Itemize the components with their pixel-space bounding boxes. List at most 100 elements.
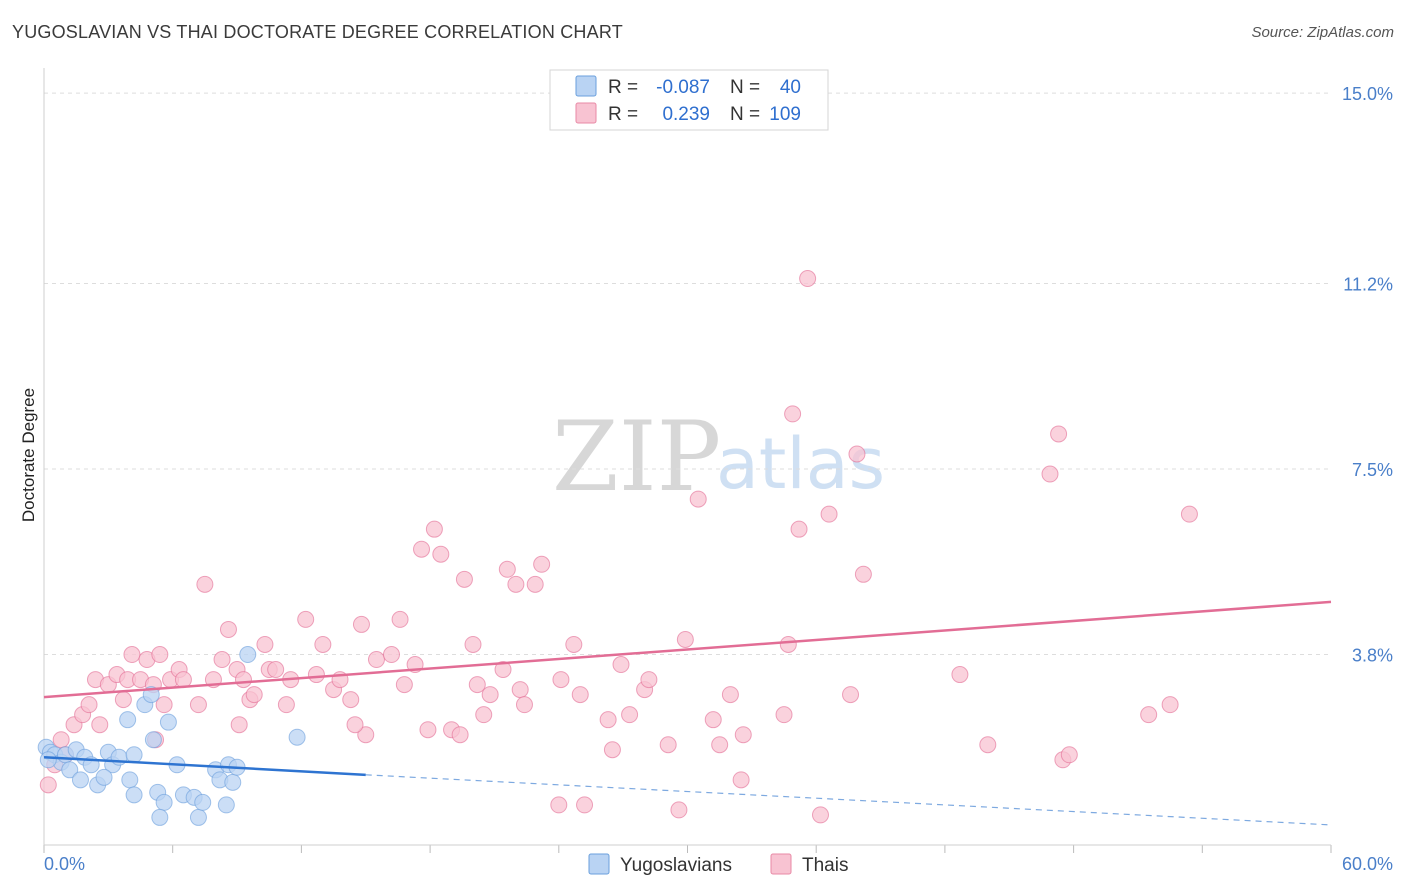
data-point-thai (951, 666, 969, 684)
data-point-thai (432, 545, 450, 563)
points-layer (37, 270, 1198, 826)
data-point-thai (612, 656, 630, 674)
legend-n-value-thais: 109 (769, 104, 801, 125)
data-point-thai (515, 696, 533, 714)
data-point-thai (640, 671, 658, 689)
data-point-thai (245, 686, 263, 704)
data-point-thai (367, 651, 385, 669)
data-point-yugoslavian (121, 771, 139, 789)
data-point-thai (464, 635, 482, 653)
data-point-thai (734, 726, 752, 744)
data-point-thai (603, 741, 621, 759)
data-point-thai (779, 635, 797, 653)
data-point-thai (425, 520, 443, 538)
bottom-legend-swatch-yugoslavians (588, 853, 610, 875)
data-point-thai (1041, 465, 1059, 483)
data-point-yugoslavian (125, 746, 143, 764)
data-point-thai (811, 806, 829, 824)
y-tick-label: 3.8% (1352, 646, 1393, 666)
data-point-thai (784, 405, 802, 423)
data-point-yugoslavian (239, 646, 257, 664)
data-point-thai (507, 575, 525, 593)
y-axis-title: Doctorate Degree (19, 388, 38, 522)
legend-r-value-yugoslavians: -0.087 (656, 77, 710, 98)
data-point-thai (775, 706, 793, 724)
data-point-yugoslavian (144, 731, 162, 749)
data-point-thai (576, 796, 594, 814)
data-point-yugoslavian (39, 751, 57, 769)
y-tick-label: 11.2% (1343, 275, 1393, 295)
data-point-thai (52, 731, 70, 749)
data-point-yugoslavian (189, 808, 207, 826)
data-point-thai (676, 630, 694, 648)
legend-n-label: N = (730, 104, 760, 125)
data-point-thai (91, 716, 109, 734)
data-point-thai (475, 706, 493, 724)
data-point-thai (277, 696, 295, 714)
data-point-thai (526, 575, 544, 593)
data-point-thai (155, 696, 173, 714)
data-point-thai (848, 445, 866, 463)
data-point-thai (357, 726, 375, 744)
data-point-yugoslavian (288, 728, 306, 746)
data-point-thai (1050, 425, 1068, 443)
chart-source: Source: ZipAtlas.com (1251, 24, 1394, 41)
data-point-yugoslavian (224, 773, 242, 791)
y-tick-label: 7.5% (1352, 460, 1393, 480)
axis-layer (43, 68, 1331, 846)
data-point-thai (1180, 505, 1198, 523)
data-point-thai (732, 771, 750, 789)
data-point-yugoslavian (194, 793, 212, 811)
data-point-yugoslavian (159, 713, 177, 731)
x-tick-label: 60.0% (1342, 854, 1393, 874)
data-point-thai (123, 646, 141, 664)
data-point-thai (230, 716, 248, 734)
data-point-yugoslavian (125, 786, 143, 804)
data-point-thai (621, 706, 639, 724)
data-point-thai (511, 681, 529, 699)
data-point-yugoslavian (61, 761, 79, 779)
data-point-thai (39, 776, 57, 794)
trend-layer (43, 600, 1332, 826)
data-point-yugoslavian (217, 796, 235, 814)
data-point-yugoslavian (151, 808, 169, 826)
series-legend: Yugoslavians Thais (588, 853, 848, 876)
bottom-legend-swatch-thais (770, 853, 792, 875)
trend-line-yugoslavians (43, 756, 366, 777)
data-point-thai (498, 560, 516, 578)
data-point-thai (468, 676, 486, 694)
data-point-thai (481, 686, 499, 704)
trend-line-yugoslavians-extrapolated (365, 774, 1332, 826)
legend-swatch-yugoslavians (575, 75, 597, 97)
data-point-thai (391, 610, 409, 628)
data-point-thai (151, 646, 169, 664)
x-tick-label: 0.0% (44, 854, 85, 874)
data-point-thai (352, 615, 370, 633)
data-point-thai (704, 711, 722, 729)
data-point-thai (419, 721, 437, 739)
data-point-thai (550, 796, 568, 814)
data-point-yugoslavian (119, 711, 137, 729)
tick-label-layer: 3.8% 7.5% 11.2% 15.0% 0.0% 60.0% (44, 84, 1393, 874)
data-point-thai (395, 676, 413, 694)
trend-line-thais (43, 600, 1332, 699)
data-point-thai (721, 686, 739, 704)
correlation-legend: R = -0.087 N = 40 R = 0.239 N = 109 (549, 69, 829, 131)
legend-n-value-yugoslavians: 40 (780, 77, 801, 98)
data-point-yugoslavian (155, 793, 173, 811)
data-point-thai (1060, 746, 1078, 764)
data-point-thai (1161, 696, 1179, 714)
watermark-atlas: atlas (716, 423, 885, 505)
legend-swatch-thais (575, 102, 597, 124)
data-point-thai (979, 736, 997, 754)
data-point-thai (307, 666, 325, 684)
legend-r-label: R = (608, 104, 638, 125)
data-point-thai (790, 520, 808, 538)
data-point-thai (451, 726, 469, 744)
data-point-thai (455, 570, 473, 588)
bottom-legend-label-yugoslavians: Yugoslavians (620, 855, 732, 876)
data-point-thai (297, 610, 315, 628)
chart-title: YUGOSLAVIAN VS THAI DOCTORATE DEGREE COR… (12, 22, 623, 42)
data-point-yugoslavian (95, 768, 113, 786)
